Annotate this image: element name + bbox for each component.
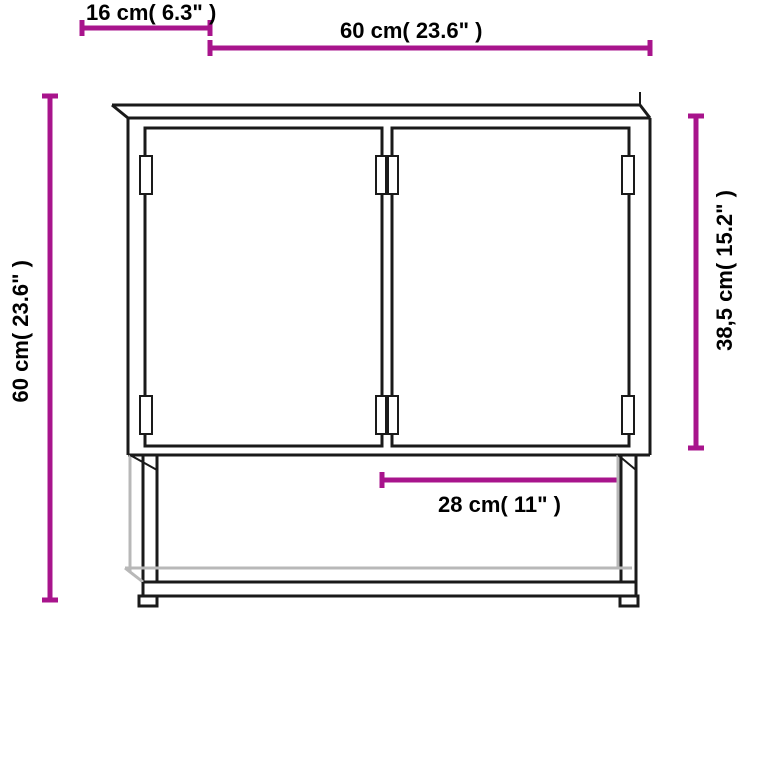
label-total-height: 60 cm( 23.6" ) xyxy=(8,260,34,403)
cabinet-drawing xyxy=(112,92,650,606)
label-door-width: 28 cm( 11" ) xyxy=(438,492,561,518)
dimension-diagram: 16 cm( 6.3" ) 60 cm( 23.6" ) 60 cm( 23.6… xyxy=(0,0,768,768)
label-door-height: 38,5 cm( 15.2" ) xyxy=(712,190,738,351)
label-depth: 16 cm( 6.3" ) xyxy=(86,0,216,26)
label-width: 60 cm( 23.6" ) xyxy=(340,18,483,44)
dimension-lines xyxy=(42,20,704,600)
diagram-svg xyxy=(0,0,768,768)
